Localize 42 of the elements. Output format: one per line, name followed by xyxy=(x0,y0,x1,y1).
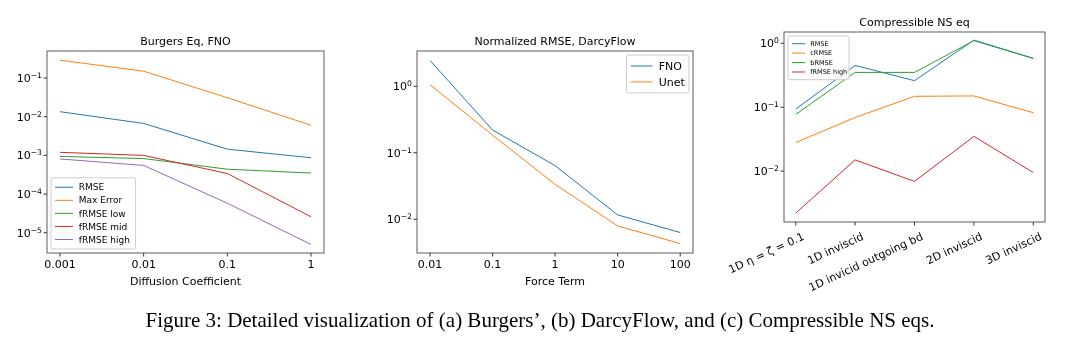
x-tick-label: 10 xyxy=(610,257,625,271)
y-tick-label: 10$^{−4}$ xyxy=(16,186,43,201)
x-tick-label: 0.01 xyxy=(417,257,443,271)
y-tick-label: 10$^{0}$ xyxy=(760,35,780,51)
legend-label: fRMSE high xyxy=(78,234,130,245)
y-tick-label: 10$^{−3}$ xyxy=(16,147,43,163)
legend-label: Unet xyxy=(658,75,686,89)
x-tick-label: 0.001 xyxy=(44,257,76,271)
x-tick-label: 0.1 xyxy=(483,257,502,271)
line-series xyxy=(429,84,681,245)
chart-title: Burgers Eq, FNO xyxy=(140,35,232,48)
x-axis-title: Force Term xyxy=(525,275,585,288)
legend-label: fRMSE low xyxy=(78,208,126,219)
legend-label: Max Error xyxy=(78,195,123,206)
x-tick-label: 1 xyxy=(551,257,559,271)
chart-title: Normalized RMSE, DarcyFlow xyxy=(474,35,636,48)
y-tick-label: 10$^{0}$ xyxy=(393,78,413,94)
legend-label: fRMSE mid xyxy=(78,221,128,232)
y-tick-label: 10$^{−5}$ xyxy=(16,225,43,240)
caption: Figure 3: Detailed visualization of (a) Burgers’, (b) DarcyFlow, and (c) Compressible NS eqs. xyxy=(145,308,935,332)
x-tick-label: 1D η = ζ = 0.1 xyxy=(726,229,807,277)
y-tick-label: 10$^{−2}$ xyxy=(16,109,43,124)
y-tick-label: 10$^{−1}$ xyxy=(753,99,780,115)
x-axis-title: Diffusion Coefficient xyxy=(129,275,242,288)
legend-label: RMSE xyxy=(78,182,105,193)
line-series xyxy=(59,59,312,126)
line-series xyxy=(59,158,312,245)
x-tick-label: 0.1 xyxy=(218,257,237,271)
line-series xyxy=(795,95,1034,144)
line-series xyxy=(59,151,312,218)
y-tick-label: 10$^{−1}$ xyxy=(16,70,43,85)
line-series xyxy=(59,111,312,159)
x-tick-label: 1 xyxy=(307,257,315,271)
x-tick-label: 100 xyxy=(669,257,691,271)
y-tick-label: 10$^{−2}$ xyxy=(753,163,780,178)
line-series xyxy=(59,155,312,174)
x-tick-label: 0.01 xyxy=(131,257,156,271)
y-tick-label: 10$^{−2}$ xyxy=(386,211,413,227)
chart-title: Compressible NS eq xyxy=(859,16,970,29)
legend-label: FNO xyxy=(658,59,683,73)
y-tick-label: 10$^{−1}$ xyxy=(386,145,413,160)
line-series xyxy=(795,135,1034,214)
